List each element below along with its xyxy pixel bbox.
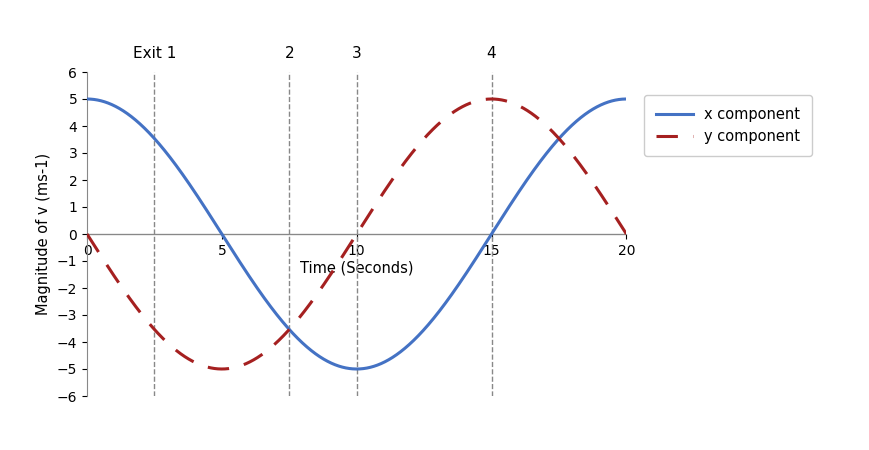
Line: x component: x component — [87, 99, 626, 369]
Text: 4: 4 — [486, 46, 496, 61]
Legend: x component, y component: x component, y component — [644, 95, 811, 156]
x component — [605, 99, 615, 104]
x component — [605, 99, 615, 104]
y component — [605, 207, 615, 213]
y component — [109, 274, 120, 279]
Line: y component: y component — [87, 99, 626, 369]
Y-axis label: Magnitude of v (ms-1): Magnitude of v (ms-1) — [36, 153, 51, 315]
x component — [620, 96, 631, 102]
X-axis label: Time (Seconds): Time (Seconds) — [300, 261, 413, 275]
x component — [82, 96, 92, 102]
Text: 3: 3 — [351, 46, 362, 61]
x component — [329, 362, 340, 367]
y component — [606, 207, 616, 213]
y component — [216, 366, 227, 372]
Text: Exit 1: Exit 1 — [133, 46, 176, 61]
Text: 2: 2 — [284, 46, 294, 61]
x component — [506, 199, 516, 205]
y component — [507, 100, 517, 106]
x component — [351, 366, 362, 372]
y component — [82, 231, 92, 237]
x component — [343, 366, 354, 371]
y component — [486, 96, 496, 102]
x component — [109, 103, 120, 108]
y component — [329, 265, 340, 270]
y component — [344, 243, 355, 248]
y component — [620, 231, 631, 237]
